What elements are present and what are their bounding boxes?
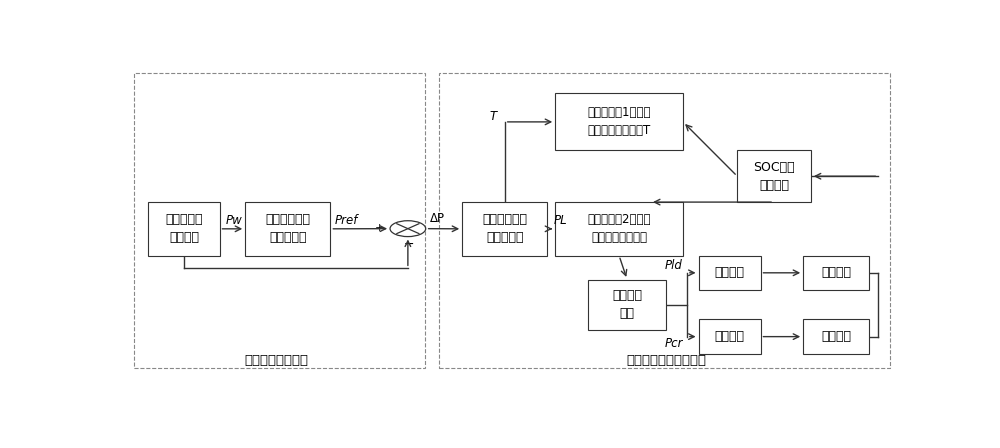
Text: 限幅环节: 限幅环节 bbox=[714, 330, 744, 343]
Text: 功率最优
分配: 功率最优 分配 bbox=[612, 289, 642, 320]
Text: 卡尔曼自适应
低通滤波器: 卡尔曼自适应 低通滤波器 bbox=[482, 213, 527, 244]
Text: T: T bbox=[490, 110, 497, 123]
Text: +: + bbox=[375, 223, 385, 233]
FancyBboxPatch shape bbox=[555, 202, 683, 255]
Text: Pw: Pw bbox=[226, 214, 242, 227]
Text: −: − bbox=[403, 238, 414, 251]
Text: Pref: Pref bbox=[335, 214, 358, 227]
Text: ΔP: ΔP bbox=[430, 212, 445, 225]
Text: Pcr: Pcr bbox=[664, 337, 683, 350]
FancyBboxPatch shape bbox=[588, 280, 666, 330]
Text: 模糊控制器1，调整
低通滤波时间常数T: 模糊控制器1，调整 低通滤波时间常数T bbox=[587, 106, 651, 138]
Text: 超级电容: 超级电容 bbox=[821, 330, 851, 343]
Text: Pld: Pld bbox=[665, 259, 683, 272]
Text: 风电机组功率
输出期望值: 风电机组功率 输出期望值 bbox=[265, 213, 310, 244]
FancyBboxPatch shape bbox=[148, 202, 220, 255]
Text: 风电机组功
率实测值: 风电机组功 率实测值 bbox=[165, 213, 203, 244]
Text: PL: PL bbox=[554, 214, 567, 227]
FancyBboxPatch shape bbox=[462, 202, 547, 255]
FancyBboxPatch shape bbox=[737, 151, 811, 202]
Text: 模糊控制器2，修正
混合储能系统功率: 模糊控制器2，修正 混合储能系统功率 bbox=[587, 213, 651, 244]
FancyBboxPatch shape bbox=[698, 255, 761, 290]
FancyBboxPatch shape bbox=[803, 319, 869, 354]
FancyBboxPatch shape bbox=[698, 319, 761, 354]
FancyBboxPatch shape bbox=[555, 94, 683, 151]
FancyBboxPatch shape bbox=[245, 202, 330, 255]
Text: 限幅环节: 限幅环节 bbox=[714, 266, 744, 279]
Text: 储能电池: 储能电池 bbox=[821, 266, 851, 279]
Text: SOC动态
最优调整: SOC动态 最优调整 bbox=[753, 161, 795, 192]
Text: 功率平滑采集单元: 功率平滑采集单元 bbox=[244, 354, 308, 367]
FancyBboxPatch shape bbox=[803, 255, 869, 290]
Text: 混合储能协调控制系统: 混合储能协调控制系统 bbox=[626, 354, 706, 367]
